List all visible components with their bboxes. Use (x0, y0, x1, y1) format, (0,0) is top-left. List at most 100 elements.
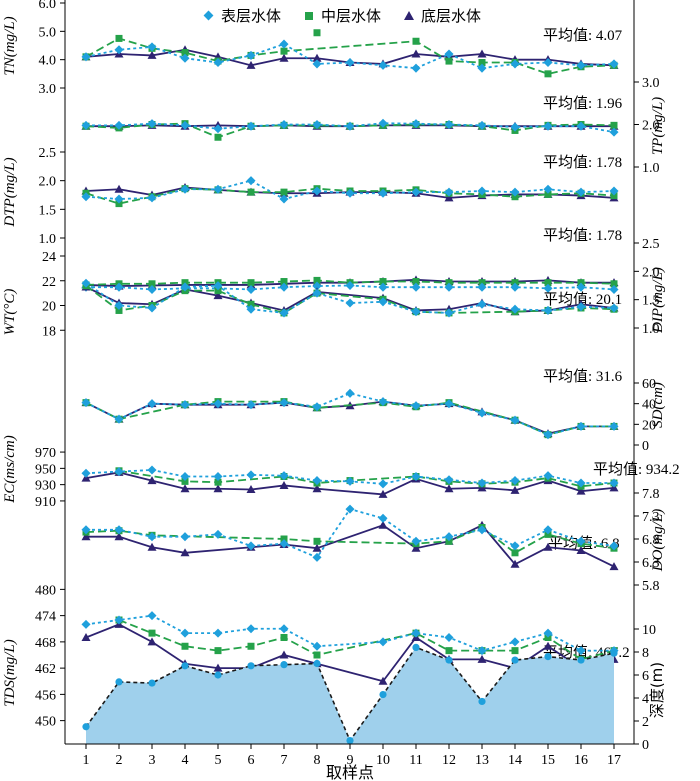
dtp-y-tick-label: 1.5 (39, 203, 57, 218)
tp-data-point (180, 120, 190, 130)
dtp-data-point (280, 188, 288, 196)
dip-data-point (478, 279, 486, 287)
sd-data-point (609, 421, 619, 431)
do-data-point (544, 530, 552, 538)
x-tick-label: 17 (607, 753, 621, 768)
wt-data-point (246, 304, 256, 314)
sd-y-tick-label: 0 (642, 439, 649, 454)
do-data-point (114, 532, 124, 541)
do-data-point (378, 520, 388, 529)
tds-data-point (148, 629, 156, 637)
x-tick-label: 13 (475, 753, 489, 768)
sd-data-point (114, 414, 124, 424)
tn-data-point (478, 59, 486, 66)
dip-y-tick-label: 2.5 (642, 237, 660, 252)
ec-data-point (214, 478, 222, 486)
ec-series-line (85, 471, 615, 496)
do-data-point (180, 532, 190, 542)
depth-point (511, 656, 519, 664)
wt-axis-label: WT(°C) (2, 289, 18, 336)
do-data-point (411, 536, 421, 546)
do-data-point (411, 543, 421, 552)
dtp-data-point (610, 192, 618, 200)
tds-data-point (445, 647, 453, 655)
x-tick-label: 9 (347, 753, 354, 768)
do-data-point (81, 532, 91, 541)
do-y-tick-label: 7.3 (642, 510, 660, 525)
tn-data-point (180, 53, 190, 63)
dip-mean-label: 平均值: 1.78 (543, 227, 622, 244)
tn-data-point (411, 63, 421, 73)
ec-data-point (543, 471, 553, 481)
legend-middle-marker (305, 12, 313, 20)
ec-y-tick-label: 970 (35, 446, 56, 461)
depth-point (346, 736, 354, 745)
do-data-point (477, 525, 487, 535)
dip-data-point (148, 280, 156, 288)
x-tick-label: 14 (508, 753, 522, 768)
tds-y-tick-label: 456 (35, 688, 56, 703)
ec-data-point (378, 479, 388, 489)
ec-data-point (279, 480, 289, 489)
do-series-line (86, 524, 615, 568)
tn-y-tick-label: 6.0 (39, 0, 57, 12)
tn-data-point (312, 59, 322, 69)
深度-y-tick-label: 0 (642, 738, 649, 753)
ec-data-point (312, 484, 322, 493)
do-data-point (511, 549, 519, 557)
do-data-point (312, 543, 322, 552)
dtp-data-point (180, 184, 190, 194)
dtp-data-point (247, 188, 255, 196)
ec-mean-label: 平均值: 934.2 (593, 461, 680, 478)
wt-data-point (576, 302, 586, 312)
wt-data-point (510, 304, 520, 314)
tds-data-point (81, 633, 91, 641)
tp-data-point (213, 124, 223, 134)
do-data-point (180, 548, 190, 557)
tds-data-point (180, 628, 190, 638)
tds-data-point (444, 632, 454, 643)
tn-data-point (147, 42, 157, 52)
tp-data-point (214, 133, 222, 141)
dip-data-point (544, 279, 552, 287)
tn-data-point (147, 50, 157, 59)
tp-data-point (378, 118, 388, 128)
tds-y-tick-label: 468 (35, 636, 56, 651)
tds-data-point (411, 628, 421, 638)
dip-axis-label: DIP(mg/L) (650, 267, 666, 334)
do-data-point (609, 541, 619, 551)
do-data-point (279, 539, 289, 549)
wt-y-tick-label: 20 (42, 300, 56, 315)
tn-mean-label: 平均值: 4.07 (543, 27, 623, 44)
ec-data-point (576, 478, 586, 488)
tp-y-tick-label: 1.0 (642, 161, 660, 176)
dtp-y-tick-label: 2.0 (39, 175, 57, 190)
x-tick-label: 15 (541, 753, 555, 768)
x-tick-label: 10 (376, 753, 390, 768)
tp-axis-label: TP(mg/L) (650, 97, 666, 155)
sd-data-point (576, 421, 586, 431)
dip-y-tick-label: 2.0 (642, 265, 660, 280)
tds-series-line (85, 623, 615, 683)
panel-dip: 1.0 1.5 2.0 2.5 DIP(mg/L) 平均值: 1.78 (81, 227, 666, 337)
dip-data-point (412, 278, 420, 286)
tp-data-point (477, 120, 487, 130)
dip-data-point (313, 276, 321, 284)
tds-data-point (246, 624, 256, 634)
legend-surface-label: 表层水体 (221, 7, 281, 25)
tds-data-point (280, 634, 288, 641)
tp-data-point (312, 119, 322, 130)
depth-point (544, 653, 552, 661)
tds-data-point (213, 628, 223, 638)
panel-wt: 18 20 22 24 WT(°C) 平均值: 20.1 (2, 250, 622, 339)
深度-y-tick-label: 10 (642, 623, 656, 638)
depth-point (115, 678, 123, 686)
do-data-point (280, 535, 288, 543)
legend-surface-marker (203, 10, 214, 21)
ec-y-tick-label: 950 (35, 462, 56, 477)
dip-data-point (445, 279, 453, 287)
tds-data-point (247, 642, 255, 650)
tp-data-point (444, 119, 454, 130)
dip-data-point (247, 279, 255, 287)
depth-point (412, 643, 420, 652)
